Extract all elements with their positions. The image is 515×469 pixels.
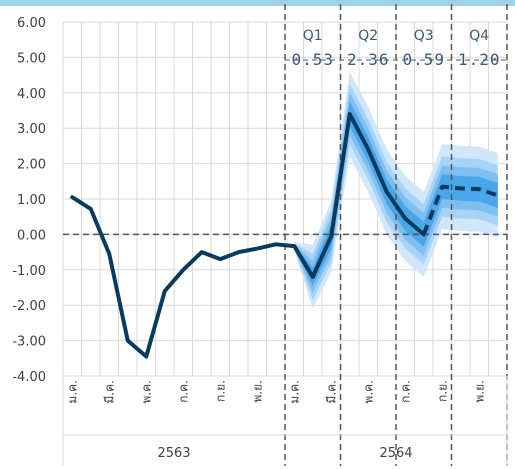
x-tick-label: ก.ค. xyxy=(176,380,190,403)
quarter-value: 2.36 xyxy=(347,50,390,69)
x-tick-label: มี.ค. xyxy=(102,380,116,404)
x-tick-label: ก.ย. xyxy=(435,380,449,402)
y-axis: 6.00 5.00 4.00 3.00 2.00 1.00 0.00 -1.00 -2.00 -3… xyxy=(12,16,46,385)
quarter-label: Q3 xyxy=(414,28,434,44)
y-tick-label: 1.00 xyxy=(17,193,46,208)
quarter-labels: Q1 0.53 Q2 2.36 Q3 0.59 Q4 1.20 xyxy=(291,28,501,69)
x-tick-label: ก.ย. xyxy=(213,380,227,402)
series-projection-dashed xyxy=(421,184,499,236)
series-projection-solid xyxy=(329,112,426,239)
quarter-label: Q1 xyxy=(303,28,323,44)
y-tick-label: -2.00 xyxy=(12,299,46,314)
y-tick-label: 3.00 xyxy=(17,122,46,137)
year-label: 2564 xyxy=(379,446,412,461)
series xyxy=(70,112,499,359)
x-tick-label: พ.ค. xyxy=(361,380,375,404)
y-tick-label: -1.00 xyxy=(12,264,46,279)
year-label: 2563 xyxy=(157,446,190,461)
x-tick-label: พ.ค. xyxy=(139,380,153,404)
x-tick-label: มี.ค. xyxy=(324,380,338,404)
y-tick-label: 4.00 xyxy=(17,87,46,102)
quarter-value: 1.20 xyxy=(458,50,501,69)
x-tick-label: ม.ค. xyxy=(65,380,79,404)
series-actual xyxy=(70,195,334,359)
y-tick-label: -3.00 xyxy=(12,335,46,350)
y-tick-label: 0.00 xyxy=(17,228,46,243)
quarter-value: 0.53 xyxy=(291,50,334,69)
x-tick-label: พ.ย. xyxy=(250,380,264,403)
quarter-label: Q4 xyxy=(469,28,489,44)
zero-line xyxy=(63,59,507,236)
grid xyxy=(62,21,508,377)
x-tick-label: ก.ค. xyxy=(398,380,412,403)
y-tick-label: 5.00 xyxy=(17,51,46,66)
quarter-value: 0.59 xyxy=(402,50,445,69)
y-tick-label: 2.00 xyxy=(17,158,46,173)
y-tick-label: -4.00 xyxy=(12,370,46,385)
quarter-label: Q2 xyxy=(358,28,378,44)
y-tick-label: 6.00 xyxy=(17,16,46,31)
x-axis: ม.ค. มี.ค. พ.ค. ก.ค. ก.ย. พ.ย. ม.ค. มี.ค. พ.ค. ก.… xyxy=(62,376,508,466)
x-tick-label: พ.ย. xyxy=(472,380,486,403)
x-tick-label: ม.ค. xyxy=(287,380,301,404)
top-color-bar xyxy=(0,0,515,6)
